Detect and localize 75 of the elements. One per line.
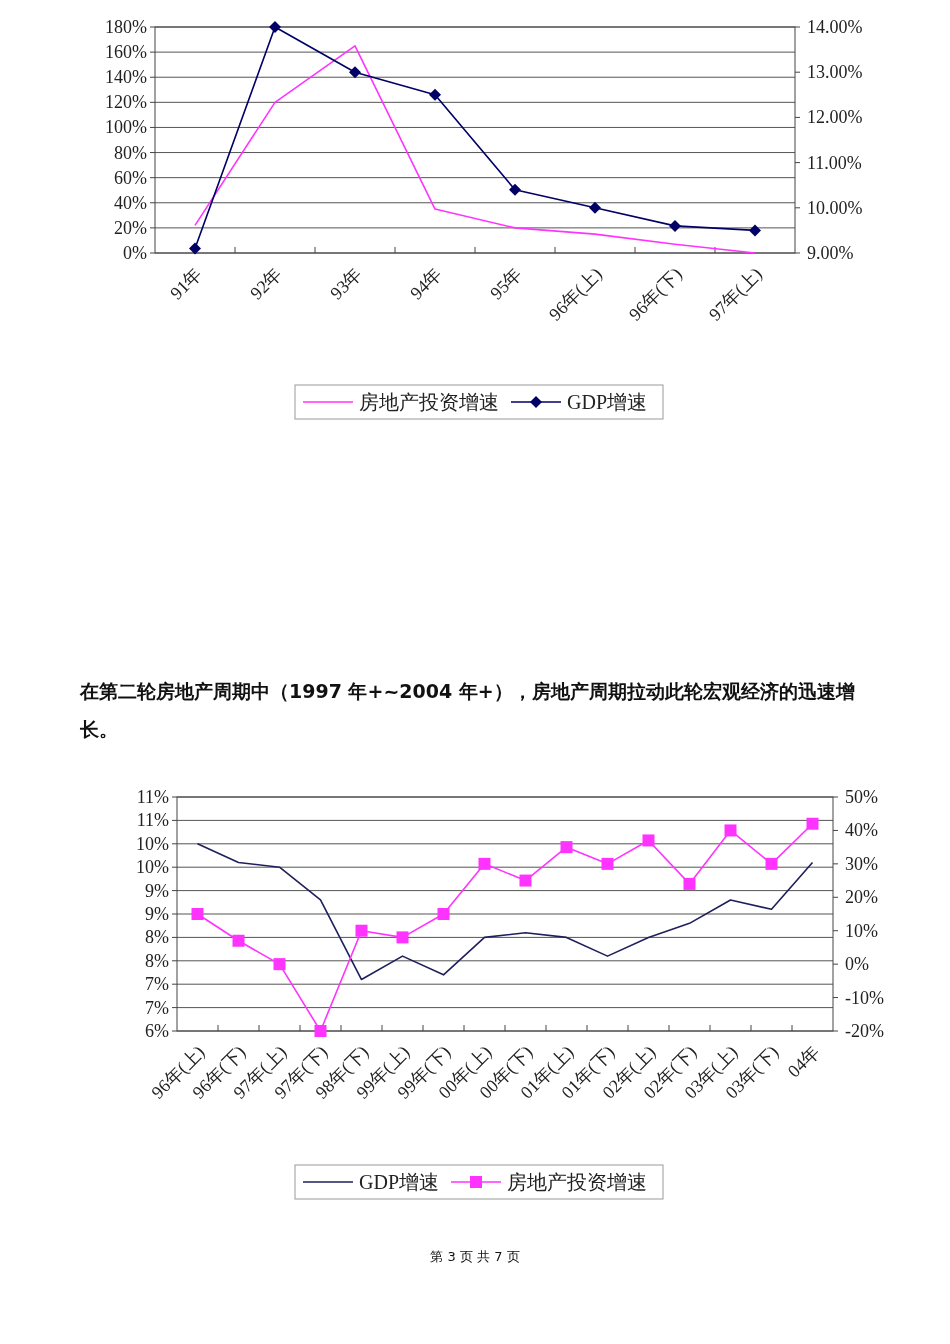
x-tick-label: 04年 <box>783 1041 824 1082</box>
y-tick-label: 40% <box>114 192 147 213</box>
y2-tick-label: 9.00% <box>807 243 854 263</box>
y2-tick-label: 11.00% <box>807 152 862 173</box>
point <box>724 824 737 837</box>
y2-tick-label: 12.00% <box>807 107 863 128</box>
point <box>232 934 245 947</box>
x-tick-label: 96年(上) <box>545 263 607 326</box>
x-tick-label: 94年 <box>406 263 446 304</box>
y2-tick-label: 10% <box>845 920 878 941</box>
y2-tick-label: 10.00% <box>807 197 863 218</box>
point <box>749 224 761 237</box>
y-tick-label: 10% <box>136 857 169 878</box>
y-tick-label: 100% <box>105 117 147 138</box>
point <box>191 908 204 920</box>
y2-tick-label: 0% <box>845 954 869 975</box>
x-tick-label: 96年(下) <box>625 263 687 326</box>
y-tick-label: 140% <box>105 67 147 88</box>
point <box>642 834 655 847</box>
y-tick-label: 9% <box>145 904 169 924</box>
y-tick-label: 80% <box>114 142 147 163</box>
y-tick-label: 0% <box>123 243 147 263</box>
point <box>269 21 281 33</box>
point <box>669 219 681 232</box>
point <box>273 958 286 971</box>
y-tick-label: 180% <box>105 17 147 37</box>
point <box>314 1025 327 1037</box>
y-tick-label: 10% <box>136 833 169 854</box>
point <box>589 201 601 214</box>
y-tick-label: 11% <box>136 787 169 807</box>
point <box>806 817 819 830</box>
y-tick-label: 8% <box>145 950 169 971</box>
x-tick-label: 95年 <box>486 263 526 304</box>
chart-title: 在第二轮房地产周期中（1997 年+~2004 年+），房地产周期拉动此轮宏观经济的迅速增长。 <box>80 679 856 742</box>
point <box>355 924 368 937</box>
point <box>509 183 521 196</box>
y-tick-label: 6% <box>145 1021 169 1041</box>
y-tick-label: 11% <box>136 810 169 831</box>
y2-tick-label: 30% <box>845 853 878 874</box>
legend-label: GDP增速 <box>358 1171 440 1193</box>
y2-tick-label: 40% <box>845 820 878 841</box>
point <box>437 908 450 920</box>
y-tick-label: 9% <box>145 880 169 901</box>
y-tick-label: 60% <box>114 167 147 188</box>
y2-tick-label: -20% <box>845 1021 884 1041</box>
line-series <box>196 843 814 981</box>
y2-tick-label: -10% <box>845 987 884 1008</box>
point <box>429 88 441 101</box>
point <box>683 877 696 890</box>
y2-tick-label: 20% <box>845 887 878 908</box>
y-tick-label: 7% <box>145 974 169 995</box>
y-tick-label: 120% <box>105 92 147 113</box>
point <box>765 857 778 870</box>
legend-label: 房地产投资增速 <box>507 1171 648 1193</box>
point <box>601 857 614 870</box>
text: 第 3 页 共 7 页 <box>429 1248 521 1266</box>
y-tick-label: 8% <box>145 927 169 948</box>
x-tick-label: 97年(上) <box>705 263 767 326</box>
y2-tick-label: 50% <box>845 787 878 807</box>
point <box>349 66 361 79</box>
y-tick-label: 20% <box>114 217 147 238</box>
x-tick-label: 92年 <box>246 263 286 304</box>
point <box>478 857 491 870</box>
point <box>560 841 573 854</box>
legend-label: GDP增速 <box>566 391 648 413</box>
point <box>519 874 532 887</box>
y2-tick-label: 13.00% <box>807 62 863 83</box>
x-tick-label: 93年 <box>326 263 366 304</box>
legend-label: 房地产投资增速 <box>358 391 499 413</box>
y-tick-label: 7% <box>145 997 169 1018</box>
x-tick-label: 91年 <box>166 263 206 304</box>
point <box>189 242 201 255</box>
point <box>396 931 409 944</box>
y2-tick-label: 14.00% <box>807 17 863 37</box>
y-tick-label: 160% <box>105 42 147 63</box>
